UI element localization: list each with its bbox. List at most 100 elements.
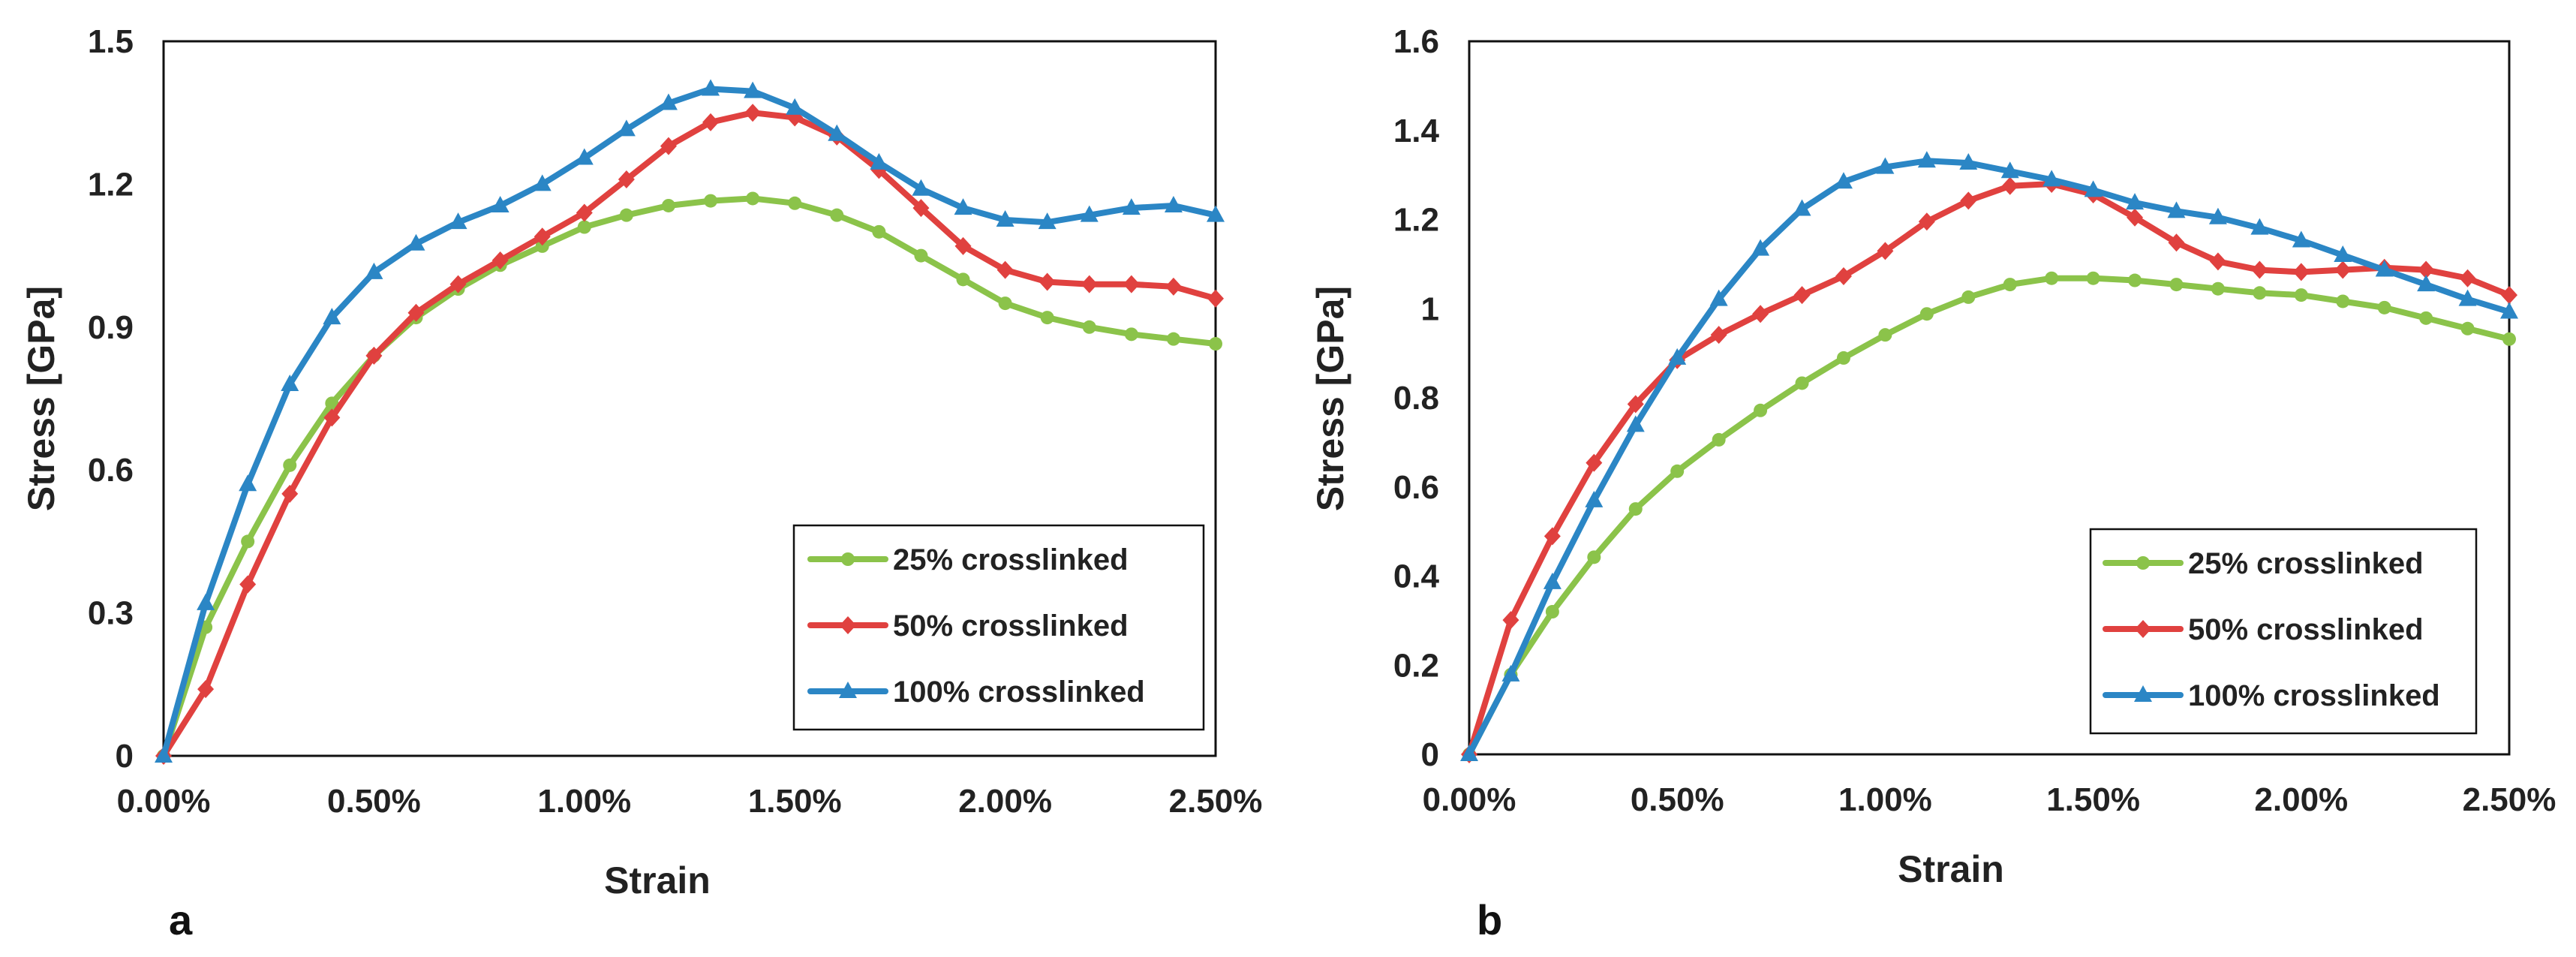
data-point-a — [870, 152, 888, 170]
data-point-b — [2375, 260, 2394, 277]
panel-label-b: b — [1477, 896, 1502, 943]
data-point-a — [702, 79, 720, 96]
y-tick-label-b: 0.4 — [1393, 558, 1440, 595]
legend-b: 25% crosslinked 50% crosslinked 100% cross… — [2089, 528, 2478, 735]
data-point-b — [2294, 288, 2308, 302]
data-point-a — [491, 195, 509, 212]
data-point-b — [2084, 180, 2103, 197]
data-point-a — [1124, 327, 1138, 342]
legend-label-b: 100% crosslinked — [2188, 679, 2440, 712]
data-point-b — [1878, 328, 1892, 342]
data-point-a — [661, 198, 675, 212]
data-point-a — [786, 98, 804, 115]
y-tick-label-a: 1.2 — [88, 166, 134, 203]
data-point-a — [996, 260, 1014, 279]
legend-marker-b — [2134, 685, 2152, 702]
data-point-b — [1712, 432, 1726, 447]
data-point-b — [1793, 199, 1811, 216]
data-point-b — [2208, 207, 2227, 224]
y-axis-title-a: Stress [GPa] — [20, 286, 62, 511]
data-point-a — [239, 575, 257, 594]
data-point-a — [830, 208, 844, 222]
data-point-a — [1164, 195, 1183, 212]
legend-marker-b — [2136, 556, 2150, 570]
data-point-a — [619, 208, 633, 222]
data-point-a — [912, 179, 930, 196]
y-tick-label-b: 0.2 — [1393, 647, 1439, 684]
data-point-b — [2417, 275, 2436, 292]
data-point-a — [618, 170, 635, 189]
data-point-a — [1039, 272, 1056, 291]
data-point-a — [1123, 275, 1140, 293]
data-point-a — [533, 174, 552, 191]
data-point-b — [1919, 307, 1934, 321]
x-axis-title-b: Strain — [1898, 848, 2004, 890]
x-tick-label-a: 0.50% — [327, 783, 421, 820]
chart-panel-b: 0.00% 0.50% 1.00% 1.50% 2.00% 2.50% 0 0.2 0.4 0.… — [1309, 23, 2556, 943]
legend-marker-a — [839, 682, 857, 698]
legend-marker-b — [2135, 620, 2151, 638]
data-point-a — [449, 275, 467, 293]
legend-a: 25% crosslinked 50% crosslinked 100% cross… — [792, 524, 1205, 731]
series-line-b — [1466, 275, 2512, 757]
data-point-b — [2377, 300, 2391, 314]
data-point-a — [407, 303, 425, 322]
data-point-b — [1587, 550, 1601, 564]
data-point-b — [1543, 572, 1562, 589]
legend-marker-a — [841, 552, 855, 566]
data-point-b — [2042, 170, 2061, 187]
data-point-a — [1209, 337, 1222, 351]
data-point-b — [2460, 321, 2475, 336]
data-point-a — [872, 224, 886, 239]
data-point-b — [2000, 161, 2019, 179]
data-point-b — [2250, 218, 2269, 235]
data-point-a — [1166, 332, 1180, 346]
data-point-b — [2001, 176, 2018, 195]
data-point-b — [1670, 464, 1685, 478]
y-tick-label-b: 0 — [1421, 736, 1439, 773]
data-point-a — [956, 272, 970, 287]
data-point-b — [1793, 286, 1811, 305]
data-point-a — [323, 408, 341, 427]
series-line-a — [161, 195, 1219, 759]
data-point-b — [2292, 263, 2310, 281]
data-point-b — [1918, 212, 1935, 231]
data-point-b — [1585, 490, 1604, 507]
y-tick-label-a: 0.9 — [88, 309, 134, 346]
y-tick-label-a: 0 — [116, 738, 134, 775]
data-point-a — [1080, 205, 1099, 222]
y-tick-label-b: 1.4 — [1393, 113, 1440, 149]
data-point-b — [1668, 348, 1687, 365]
data-point-b — [2458, 289, 2477, 306]
data-point-b — [1460, 745, 1478, 761]
data-point-b — [1709, 289, 1728, 306]
data-point-a — [998, 296, 1012, 311]
data-point-a — [281, 484, 299, 503]
data-point-b — [1876, 157, 1895, 174]
data-point-a — [534, 227, 551, 246]
data-point-a — [155, 746, 173, 763]
data-point-b — [1586, 453, 1603, 472]
data-point-a — [576, 203, 593, 222]
data-point-b — [2419, 311, 2433, 325]
data-point-a — [912, 199, 930, 218]
data-point-b — [2211, 281, 2225, 296]
data-point-b — [2334, 245, 2352, 262]
data-point-b — [1543, 527, 1561, 546]
data-point-a — [535, 239, 549, 253]
data-point-b — [2501, 286, 2517, 305]
data-point-a — [239, 474, 257, 492]
data-point-b — [1754, 403, 1768, 417]
data-point-a — [1082, 320, 1096, 334]
data-point-b — [2251, 260, 2268, 279]
data-point-a — [954, 236, 972, 255]
x-tick-label-b: 1.00% — [1838, 781, 1932, 818]
x-tick-label-a: 2.00% — [958, 783, 1052, 820]
data-point-b — [2169, 278, 2184, 292]
data-point-a — [575, 148, 594, 165]
data-point-a — [660, 137, 677, 155]
data-point-a — [617, 119, 636, 137]
data-point-a — [365, 346, 383, 365]
data-point-b — [2086, 271, 2100, 285]
